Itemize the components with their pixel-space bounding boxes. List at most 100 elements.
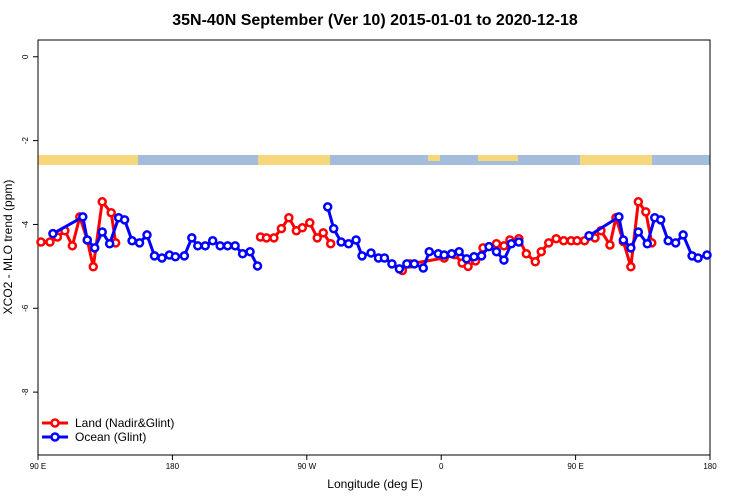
x-tick-label: 0 — [439, 462, 444, 471]
y-axis-label: XCO2 - MLO trend (ppm) — [1, 180, 15, 315]
y-tick-label: 0 — [21, 54, 30, 59]
point — [499, 255, 509, 265]
legend-label: Land (Nadir&Glint) — [75, 416, 174, 430]
point — [551, 233, 561, 244]
point — [663, 236, 673, 246]
point — [343, 238, 354, 249]
point — [82, 235, 93, 245]
y-tick-label: -6 — [21, 304, 30, 312]
x-tick-label: 90 E — [30, 462, 46, 471]
point — [633, 227, 644, 237]
point — [351, 235, 361, 245]
point — [261, 233, 272, 243]
point — [499, 241, 509, 251]
point — [379, 253, 390, 263]
point — [106, 207, 116, 218]
point — [200, 241, 211, 251]
point — [89, 243, 100, 253]
point — [36, 237, 46, 247]
point — [506, 238, 517, 249]
point — [230, 241, 240, 251]
y-tick-label: -4 — [21, 220, 30, 228]
point — [78, 212, 88, 222]
point — [543, 238, 554, 248]
point — [336, 237, 346, 247]
legend-marker — [50, 418, 60, 428]
point — [322, 202, 333, 212]
y-tick-label: -2 — [21, 137, 30, 145]
point — [305, 218, 315, 228]
point — [584, 231, 594, 241]
point — [119, 215, 130, 225]
point — [366, 248, 376, 258]
point — [97, 197, 107, 207]
point — [325, 238, 336, 249]
point — [469, 251, 479, 262]
point — [454, 246, 464, 257]
point — [357, 251, 367, 261]
point — [134, 238, 145, 248]
x-axis-label: Longitude (deg E) — [327, 477, 422, 491]
point — [127, 236, 137, 246]
point — [641, 207, 651, 217]
point — [318, 228, 328, 238]
point — [439, 250, 449, 260]
point — [45, 237, 55, 247]
chart-title: 35N-40N September (Ver 10) 2015-01-01 to… — [172, 12, 578, 29]
point — [491, 238, 502, 249]
point — [614, 212, 624, 222]
point — [446, 249, 457, 259]
point — [558, 236, 569, 246]
point — [157, 253, 167, 263]
land-mask — [38, 155, 710, 165]
point — [678, 230, 688, 240]
point — [491, 246, 502, 257]
point — [179, 251, 190, 261]
point — [642, 238, 653, 249]
point — [626, 243, 636, 253]
point — [626, 262, 636, 272]
y-tick-label: -8 — [21, 388, 30, 396]
point — [521, 249, 532, 259]
x-tick-label: 90 E — [567, 462, 583, 471]
point — [104, 238, 115, 249]
point — [245, 246, 255, 257]
legend-label: Ocean (Glint) — [75, 430, 146, 444]
point — [514, 237, 524, 247]
point — [461, 254, 472, 264]
point — [48, 228, 58, 239]
point — [418, 263, 429, 273]
point — [402, 259, 412, 269]
point — [187, 233, 197, 243]
point — [409, 259, 420, 269]
point — [387, 259, 397, 269]
point — [269, 233, 279, 243]
point — [536, 246, 547, 257]
point — [312, 233, 323, 243]
point — [88, 262, 99, 272]
point — [702, 250, 712, 260]
point — [149, 251, 160, 261]
point — [193, 241, 203, 251]
point — [97, 227, 107, 237]
point — [476, 251, 487, 261]
point — [237, 249, 248, 259]
point — [142, 230, 152, 240]
x-tick-label: 90 W — [297, 462, 316, 471]
legend: Land (Nadir&Glint)Ocean (Glint) — [42, 416, 174, 444]
point — [207, 236, 218, 246]
point — [463, 261, 473, 272]
point — [215, 241, 225, 251]
x-tick-label: 180 — [703, 462, 717, 471]
legend-marker — [50, 432, 60, 442]
point — [222, 241, 233, 251]
point — [170, 251, 181, 262]
point — [276, 223, 287, 234]
point — [655, 215, 666, 225]
point — [693, 253, 703, 263]
point — [572, 236, 582, 246]
point — [394, 264, 405, 274]
point — [284, 212, 294, 223]
point — [484, 241, 494, 252]
point — [670, 238, 681, 248]
